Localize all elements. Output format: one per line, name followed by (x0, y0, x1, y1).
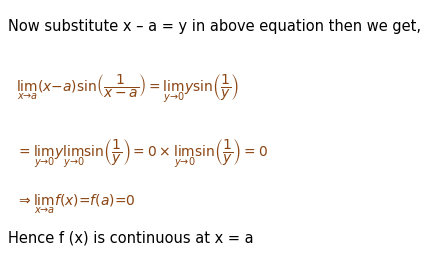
Text: $= \lim_{y \to 0} y \lim_{y \to 0} \sin\!\left(\dfrac{1}{y}\right) = 0 \times \l: $= \lim_{y \to 0} y \lim_{y \to 0} \sin\… (16, 137, 267, 170)
Text: Hence f (x) is continuous at x = a: Hence f (x) is continuous at x = a (8, 230, 254, 245)
Text: Now substitute x – a = y in above equation then we get,: Now substitute x – a = y in above equati… (8, 19, 421, 34)
Text: $\Rightarrow \lim_{x \to a} f(x) = f(a) = 0$: $\Rightarrow \lim_{x \to a} f(x) = f(a) … (16, 192, 135, 215)
Text: $\lim_{x \to a} (x - a) \sin\!\left(\dfrac{1}{x - a}\right) = \lim_{y \to 0} y\s: $\lim_{x \to a} (x - a) \sin\!\left(\dfr… (16, 72, 239, 104)
